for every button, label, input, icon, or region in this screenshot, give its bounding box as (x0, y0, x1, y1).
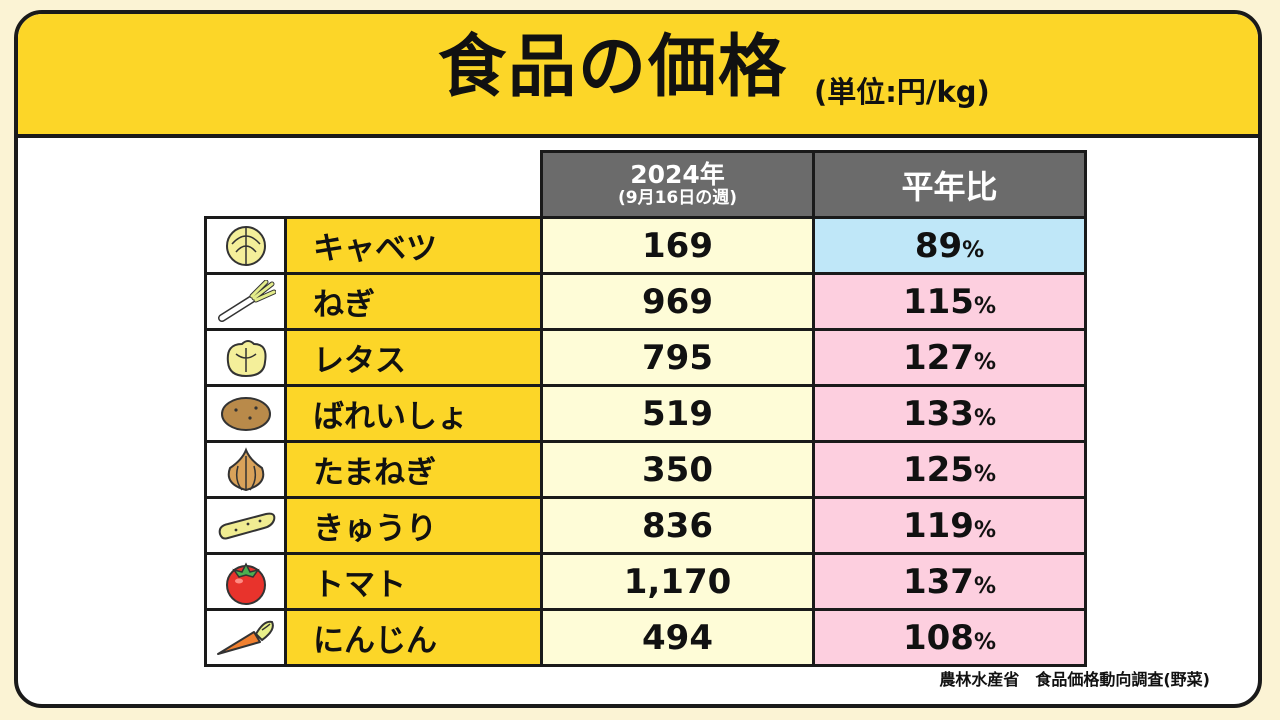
item-name: ねぎ (284, 272, 543, 331)
percent-sign: % (973, 629, 997, 655)
unit-label: (単位:円/kg) (814, 75, 990, 109)
price-column-year: 2024年 (630, 160, 725, 190)
tomato-icon (204, 552, 287, 611)
ratio-value: 119 (902, 505, 974, 546)
ratio-column-header: 平年比 (812, 150, 1087, 219)
table-row: ねぎ 969 115% (204, 272, 1087, 331)
price-column-header: 2024年 (9月16日の週) (540, 150, 815, 219)
ratio-value: 108 (902, 617, 974, 658)
item-ratio: 125% (812, 440, 1087, 499)
table-row: レタス 795 127% (204, 328, 1087, 387)
item-price: 169 (540, 216, 815, 275)
ratio-value: 137 (902, 561, 974, 602)
item-name: たまねぎ (284, 440, 543, 499)
table-row: にんじん 494 108% (204, 608, 1087, 667)
page-title: 食品の価格 (438, 28, 789, 107)
item-name: ばれいしょ (284, 384, 543, 443)
item-price: 969 (540, 272, 815, 331)
item-ratio: 137% (812, 552, 1087, 611)
percent-sign: % (973, 349, 997, 375)
item-ratio: 108% (812, 608, 1087, 667)
item-price: 350 (540, 440, 815, 499)
ratio-value: 133 (902, 393, 974, 434)
price-card: 食品の価格 (単位:円/kg) 2024年 (9月16日の週) 平年比 キャベツ… (14, 10, 1262, 708)
potato-icon (204, 384, 287, 443)
item-price: 519 (540, 384, 815, 443)
onion-icon (204, 440, 287, 499)
item-ratio: 119% (812, 496, 1087, 555)
item-ratio: 89% (812, 216, 1087, 275)
ratio-value: 89 (914, 225, 963, 266)
blank-header-cell (206, 152, 286, 218)
item-ratio: 115% (812, 272, 1087, 331)
green-onion-icon (204, 272, 287, 331)
item-price: 494 (540, 608, 815, 667)
percent-sign: % (973, 293, 997, 319)
cabbage-icon (204, 216, 287, 275)
item-ratio: 127% (812, 328, 1087, 387)
table-row: ばれいしょ 519 133% (204, 384, 1087, 443)
item-name: レタス (284, 328, 543, 387)
item-name: キャベツ (284, 216, 543, 275)
price-column-week: (9月16日の週) (617, 187, 738, 208)
percent-sign: % (962, 237, 985, 263)
item-name: きゅうり (284, 496, 543, 555)
item-name: にんじん (284, 608, 543, 667)
ratio-value: 115 (902, 281, 974, 322)
table-row: キャベツ 169 89% (204, 216, 1087, 275)
table-row: トマト 1,170 137% (204, 552, 1087, 611)
item-price: 795 (540, 328, 815, 387)
percent-sign: % (973, 573, 997, 599)
cucumber-icon (204, 496, 287, 555)
percent-sign: % (973, 517, 997, 543)
ratio-value: 125 (902, 449, 974, 490)
source-note: 農林水産省 食品価格動向調査(野菜) (939, 670, 1210, 689)
carrot-icon (204, 608, 287, 667)
ratio-value: 127 (902, 337, 974, 378)
table-header-row: 2024年 (9月16日の週) 平年比 (206, 150, 1087, 219)
item-price: 836 (540, 496, 815, 555)
item-name: トマト (284, 552, 543, 611)
lettuce-icon (204, 328, 287, 387)
item-ratio: 133% (812, 384, 1087, 443)
blank-header-cell (286, 152, 542, 218)
ratio-column-label: 平年比 (901, 167, 998, 206)
title-banner: 食品の価格 (単位:円/kg) (18, 14, 1258, 138)
price-table: 2024年 (9月16日の週) 平年比 キャベツ 169 89% ねぎ 969 115% レ… (204, 150, 1087, 667)
item-price: 1,170 (540, 552, 815, 611)
table-row: たまねぎ 350 125% (204, 440, 1087, 499)
table-row: きゅうり 836 119% (204, 496, 1087, 555)
percent-sign: % (973, 405, 997, 431)
percent-sign: % (973, 461, 997, 487)
